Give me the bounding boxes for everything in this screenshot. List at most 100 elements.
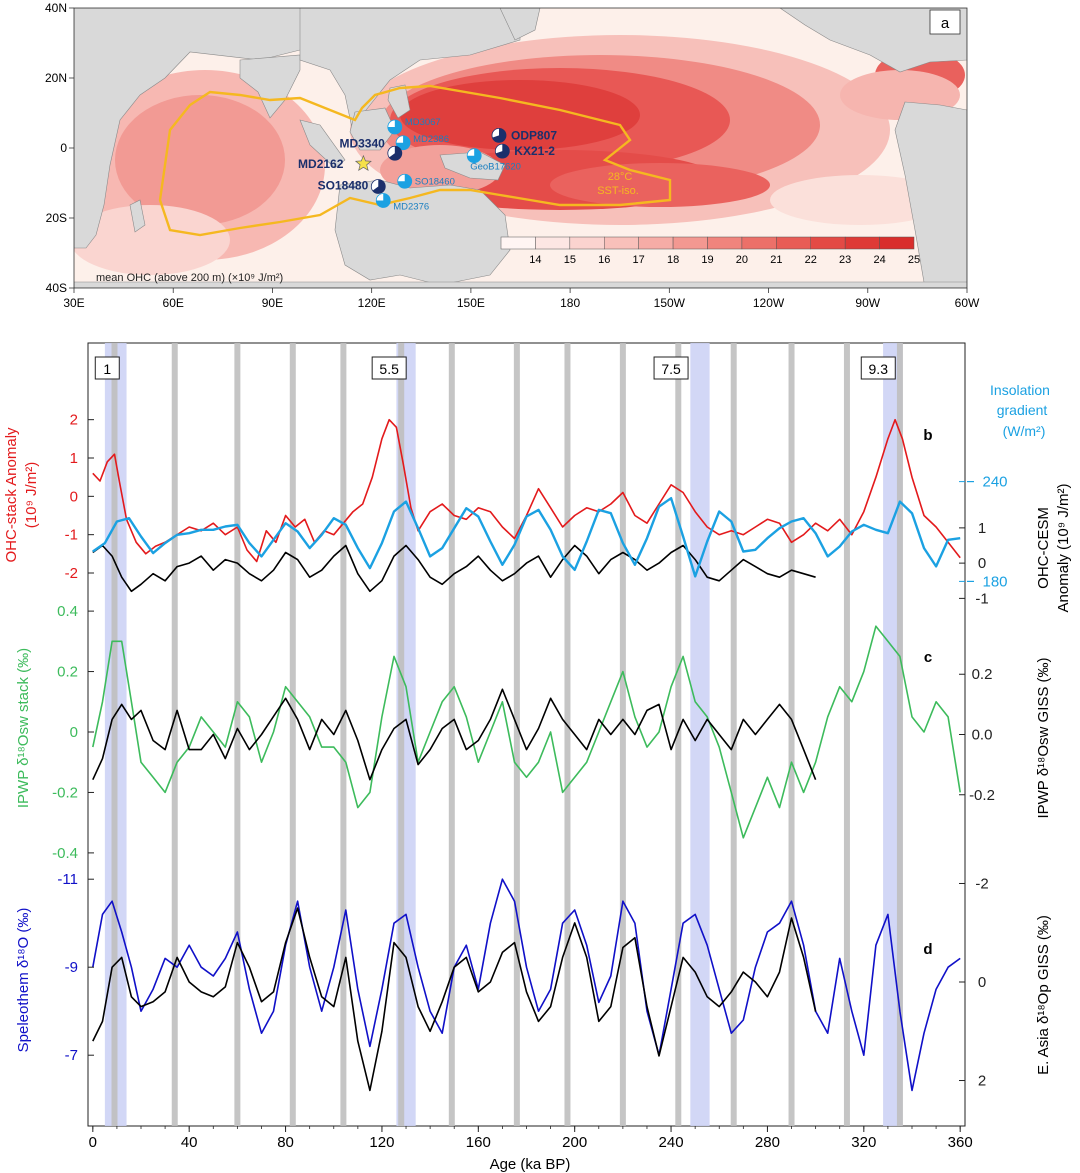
site-pie-slice [372, 179, 386, 194]
site-pie-slice [389, 146, 402, 161]
site-md2376: MD2376 [375, 193, 429, 213]
lon-tick-label: 180 [560, 296, 580, 310]
colorbar-cell [844, 236, 880, 250]
colorbar-cell [604, 236, 639, 250]
colorbar-tick-label: 19 [701, 254, 713, 266]
interglacial-band [690, 343, 710, 1126]
x-tick-label: 360 [948, 1134, 973, 1151]
colorbar-cell [569, 236, 605, 250]
colorbar-cell [810, 236, 846, 250]
timeseries-frame [87, 342, 966, 1127]
x-tick-label: 160 [466, 1134, 491, 1151]
c-left-label: IPWP δ¹⁸Osw stack (‰) [15, 648, 32, 808]
mis-label-box [94, 356, 120, 380]
mis-label: 9.3 [869, 361, 889, 377]
colorbar-tick-label: 18 [667, 254, 679, 266]
site-geob17620: GeoB17620 [466, 148, 521, 173]
termination-bar [234, 343, 241, 1126]
site-star-icon [354, 154, 372, 171]
termination-bar [398, 343, 405, 1126]
lon-tick-label: 120W [753, 296, 785, 310]
termination-bar [619, 343, 626, 1126]
timeseries-lines [92, 418, 961, 1092]
left-y-tick-label: -9 [65, 959, 78, 976]
site-pie-slice [495, 144, 510, 159]
site-kx21-2: KX21-2 [494, 143, 555, 159]
sst-28c-isotherm [158, 84, 672, 237]
right-y-tick-label: -1 [975, 590, 988, 607]
site-md3067: MD3067 [387, 117, 441, 135]
b-right-label: OHC-CESM [1035, 507, 1052, 589]
insolation-title-2: gradient [997, 402, 1048, 418]
termination-bar [564, 343, 571, 1126]
lon-tick-label: 150W [654, 296, 686, 310]
panel-a-letter: a [941, 15, 950, 32]
lon-tick-label: 150E [457, 296, 485, 310]
site-label: MD2162 [298, 157, 344, 171]
termination-bar [843, 343, 850, 1126]
termination-bar [171, 343, 178, 1126]
left-y-tick-label: -0.4 [52, 845, 78, 862]
termination-bar [675, 343, 682, 1126]
colorbar-tick-label: 16 [598, 254, 610, 266]
termination-bar [289, 343, 296, 1126]
colorbar-tick-label: 25 [908, 254, 920, 266]
x-axis-label: Age (ka BP) [490, 1156, 571, 1173]
right-y-tick-label: 0 [978, 555, 986, 572]
mis-label: 7.5 [661, 361, 681, 377]
site-pie-slice [387, 120, 402, 135]
b-right-label-units: Anomaly (10⁹ J/m²) [1055, 484, 1072, 613]
site-md2386: MD2386 [395, 134, 449, 151]
isotherm-label: 28°C [608, 171, 633, 183]
right-y-tick-label: -2 [975, 875, 988, 892]
panel-a-box [929, 9, 961, 35]
site-label: MD2386 [413, 134, 449, 145]
mis-label-box [860, 356, 896, 380]
colorbar-cell [707, 236, 743, 250]
mis-label: 5.5 [379, 361, 399, 377]
site-label: SO18480 [318, 179, 369, 193]
colorbar-cell [672, 236, 708, 250]
series-line-ohc-cesm [92, 544, 816, 593]
colorbar-cell [741, 236, 777, 250]
left-y-tick-label: -2 [65, 565, 78, 582]
insolation-title: Insolation [990, 382, 1050, 398]
site-label: KX21-2 [514, 144, 555, 158]
right-y-tick-label: 1 [978, 520, 986, 537]
termination-bar [513, 343, 520, 1126]
mis-label-box [371, 356, 407, 380]
termination-bar [788, 343, 795, 1126]
panel-c-letter: c [924, 649, 932, 666]
site-pie-slice [376, 193, 391, 208]
x-tick-label: 200 [562, 1134, 587, 1151]
colorbar-tick-label: 20 [736, 254, 748, 266]
lon-tick-label: 60W [955, 296, 980, 310]
left-y-tick-label: 0.2 [57, 664, 78, 681]
termination-bar [896, 343, 903, 1126]
ohc-map-panel [74, 8, 967, 288]
lon-tick-label: 120E [358, 296, 386, 310]
left-y-tick-label: 0.4 [57, 603, 78, 620]
colorbar-cell [638, 236, 674, 250]
mis-label-box [653, 356, 689, 380]
site-label: MD3067 [405, 117, 441, 128]
lat-tick-label: 40S [46, 281, 67, 295]
left-y-tick-label: -7 [65, 1047, 78, 1064]
b-left-label: OHC-stack Anomaly [3, 427, 20, 563]
core-sites: MD3067 MD2386 MD3340 MD2162 ODP807 KX21-2 GeoB… [298, 117, 557, 213]
termination-bar [340, 343, 347, 1126]
site-md2162: MD2162 [298, 154, 372, 171]
lon-tick-label: 90W [855, 296, 880, 310]
mis-label: 1 [103, 361, 111, 377]
colorbar-tick-label: 14 [529, 254, 541, 266]
site-label: ODP807 [511, 128, 557, 142]
map-legend-title: mean OHC (above 200 m) (×10⁹ J/m²) [96, 272, 283, 284]
colorbar: 14 15 16 17 18 19 20 21 22 23 24 25 [500, 236, 920, 266]
right-y-tick-label: 0.2 [972, 666, 993, 683]
series-line-e-asia-op-giss [92, 907, 817, 1092]
termination-bar [448, 343, 455, 1126]
x-tick-label: 0 [89, 1134, 97, 1151]
termination-bar [730, 343, 737, 1126]
colorbar-tick-label: 17 [633, 254, 645, 266]
